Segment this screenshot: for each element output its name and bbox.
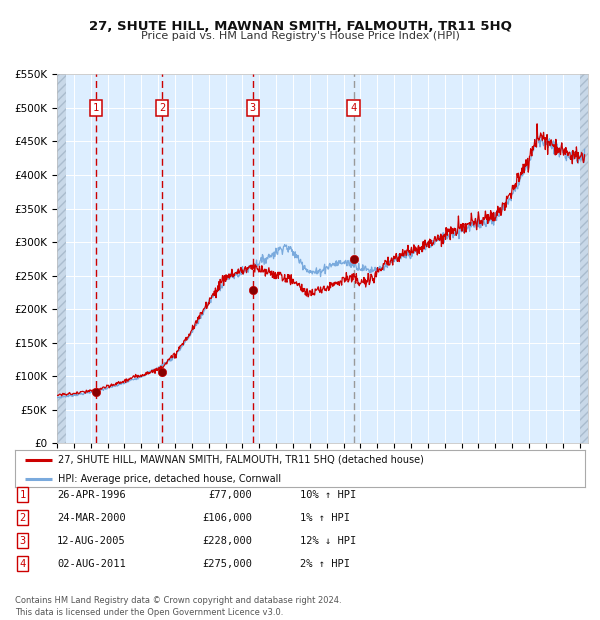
Text: 1% ↑ HPI: 1% ↑ HPI (300, 513, 350, 523)
Text: £77,000: £77,000 (208, 490, 252, 500)
Text: 1: 1 (93, 103, 99, 113)
Text: 27, SHUTE HILL, MAWNAN SMITH, FALMOUTH, TR11 5HQ: 27, SHUTE HILL, MAWNAN SMITH, FALMOUTH, … (89, 20, 511, 33)
Bar (580, 74, 588, 443)
Text: £275,000: £275,000 (202, 559, 252, 569)
Text: 2: 2 (20, 513, 26, 523)
Text: 10% ↑ HPI: 10% ↑ HPI (300, 490, 356, 500)
Text: Contains HM Land Registry data © Crown copyright and database right 2024.
This d: Contains HM Land Registry data © Crown c… (15, 596, 341, 617)
Text: Price paid vs. HM Land Registry's House Price Index (HPI): Price paid vs. HM Land Registry's House … (140, 31, 460, 41)
Text: 3: 3 (20, 536, 26, 546)
Bar (57, 74, 66, 443)
Text: 1: 1 (20, 490, 26, 500)
Text: 2: 2 (159, 103, 165, 113)
Text: 12-AUG-2005: 12-AUG-2005 (57, 536, 126, 546)
Text: 2% ↑ HPI: 2% ↑ HPI (300, 559, 350, 569)
Text: 27, SHUTE HILL, MAWNAN SMITH, FALMOUTH, TR11 5HQ (detached house): 27, SHUTE HILL, MAWNAN SMITH, FALMOUTH, … (58, 454, 424, 464)
Text: HPI: Average price, detached house, Cornwall: HPI: Average price, detached house, Corn… (58, 474, 281, 484)
Text: 12% ↓ HPI: 12% ↓ HPI (300, 536, 356, 546)
Text: 4: 4 (350, 103, 356, 113)
Text: 3: 3 (250, 103, 256, 113)
Text: 26-APR-1996: 26-APR-1996 (57, 490, 126, 500)
Text: £106,000: £106,000 (202, 513, 252, 523)
Text: 02-AUG-2011: 02-AUG-2011 (57, 559, 126, 569)
Text: 24-MAR-2000: 24-MAR-2000 (57, 513, 126, 523)
Text: £228,000: £228,000 (202, 536, 252, 546)
Text: 4: 4 (20, 559, 26, 569)
